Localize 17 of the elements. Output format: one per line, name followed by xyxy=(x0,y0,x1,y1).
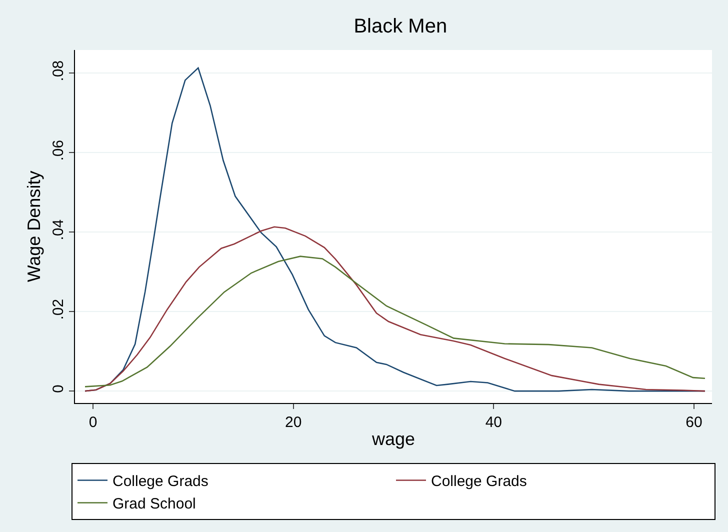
legend-label: Grad School xyxy=(112,496,196,513)
y-tick-label: .08 xyxy=(50,60,67,82)
chart-title: Black Men xyxy=(354,16,448,38)
x-tick-label: 40 xyxy=(485,414,502,431)
y-tick-label: 0 xyxy=(50,384,67,393)
y-tick-label: .04 xyxy=(50,219,67,240)
y-tick-label: .06 xyxy=(50,140,67,161)
y-axis-title: Wage Density xyxy=(24,170,44,282)
x-tick-label: 0 xyxy=(88,414,98,431)
x-axis-title: wage xyxy=(370,429,416,450)
legend-label: College Grads xyxy=(112,473,208,490)
line-series xyxy=(84,226,706,392)
y-tick-label: .02 xyxy=(50,298,67,320)
line-series xyxy=(84,256,706,388)
x-tick-label: 20 xyxy=(284,414,302,431)
legend-label: College Grads xyxy=(431,473,527,490)
x-tick-label: 60 xyxy=(686,414,702,431)
